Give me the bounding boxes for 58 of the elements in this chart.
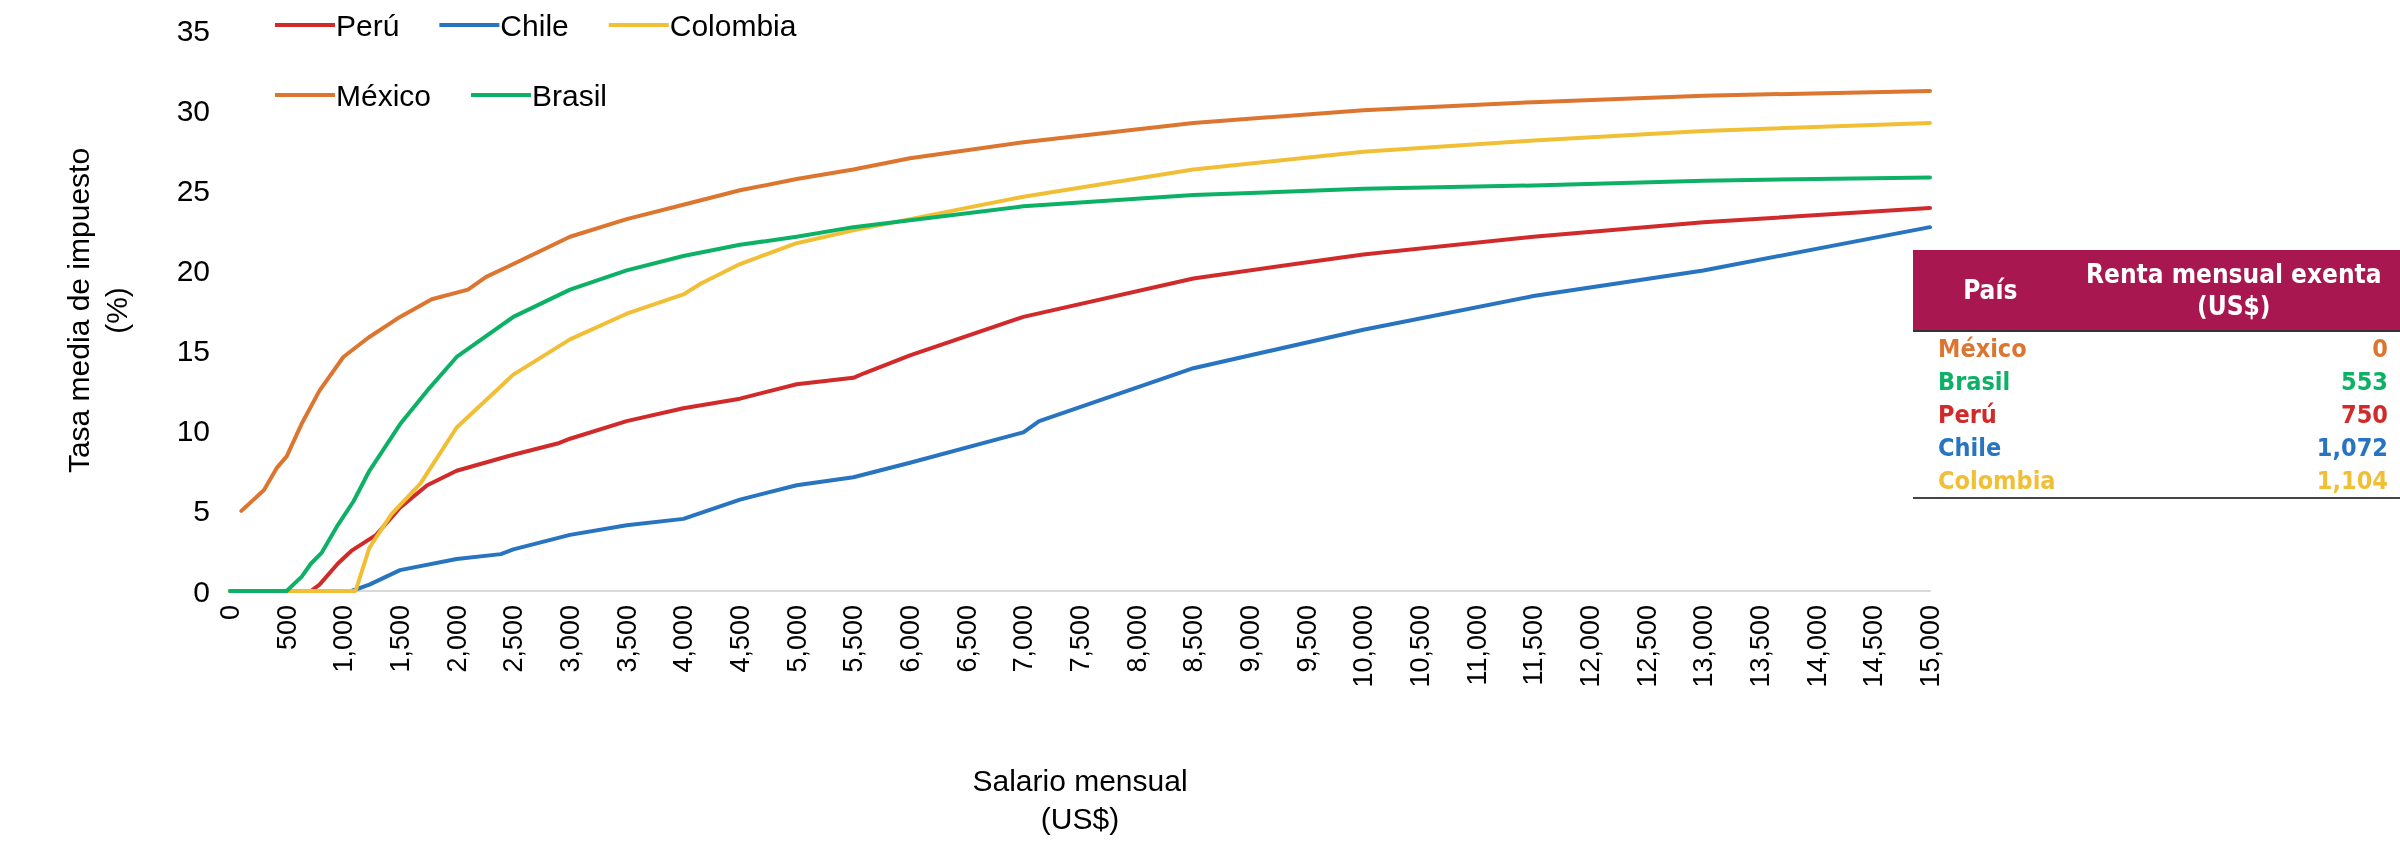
x-tick-label: 14,500 (1858, 605, 1889, 688)
x-tick-label: 2,500 (498, 605, 529, 673)
category-label: Brasil (1937, 366, 2012, 398)
x-tick-label: 4,000 (668, 605, 699, 673)
x-tick-label: 12,500 (1631, 605, 1662, 688)
x-tick-label: 14,000 (1801, 605, 1832, 688)
text: Renta mensual exenta (US$) (2067, 250, 2400, 331)
x-tick-label: 13,000 (1688, 605, 1719, 688)
x-tick-label: 0 (215, 605, 245, 621)
category-label: Chile (1937, 432, 2003, 464)
x-tick-label: 4,500 (725, 605, 755, 673)
text: 1,104 (2316, 466, 2388, 495)
x-tick-label: 8,000 (1121, 605, 1152, 673)
category-label: Perú (1937, 399, 1998, 431)
y-tick-label: 35 (176, 13, 210, 47)
text: 1,072 (2316, 433, 2388, 462)
legend-label: Perú (336, 8, 400, 42)
text: 750 (2341, 400, 2388, 429)
legend-label: Brasil (532, 78, 608, 112)
x-tick-label: 1,500 (385, 605, 415, 673)
x-tick-label: 1,000 (328, 605, 359, 673)
x-tick-label: 6,000 (895, 605, 925, 673)
legend-label: Chile (500, 8, 569, 42)
x-tick-label: 10,000 (1348, 605, 1379, 688)
x-axis-title: Salario mensual (US$) (972, 763, 1188, 835)
x-tick-label: 9,000 (1235, 605, 1265, 673)
category-label: México (1937, 333, 2028, 365)
legend-label: México (336, 78, 432, 112)
x-tick-label: 9,500 (1291, 605, 1322, 673)
x-tick-label: 12,000 (1575, 605, 1605, 688)
x-tick-label: 5,500 (838, 605, 869, 673)
text: 553 (2341, 367, 2388, 396)
text: 0 (2372, 334, 2388, 363)
y-tick-label: 20 (176, 253, 210, 287)
legend-label: Colombia (669, 8, 797, 42)
x-tick-label: 13,500 (1745, 605, 1775, 688)
x-tick-label: 15,000 (1915, 605, 1945, 688)
y-tick-label: 25 (176, 173, 210, 207)
x-tick-label: 3,500 (611, 605, 642, 673)
x-tick-label: 2,000 (441, 605, 472, 673)
x-tick-label: 7,000 (1008, 605, 1039, 673)
x-tick-label: 500 (271, 605, 302, 651)
y-tick-label: 30 (176, 93, 210, 127)
x-tick-label: 11,000 (1461, 605, 1492, 686)
x-tick-label: 6,500 (951, 605, 982, 673)
x-tick-label: 7,500 (1065, 605, 1095, 673)
x-tick-label: 8,500 (1178, 605, 1209, 673)
x-tick-label: 5,000 (781, 605, 812, 673)
y-tick-label: 15 (176, 334, 210, 368)
x-tick-label: 10,500 (1405, 605, 1435, 688)
x-tick-label: 3,000 (555, 605, 585, 673)
y-tick-label: 0 (193, 574, 210, 608)
x-tick-label: 11,500 (1518, 605, 1549, 686)
y-axis-title: Tasa media de impuesto (%) (61, 147, 133, 474)
category-label: Colombia (1913, 464, 2068, 498)
text: País (1913, 250, 2068, 331)
y-tick-label: 5 (193, 494, 210, 528)
y-tick-label: 10 (176, 414, 210, 448)
